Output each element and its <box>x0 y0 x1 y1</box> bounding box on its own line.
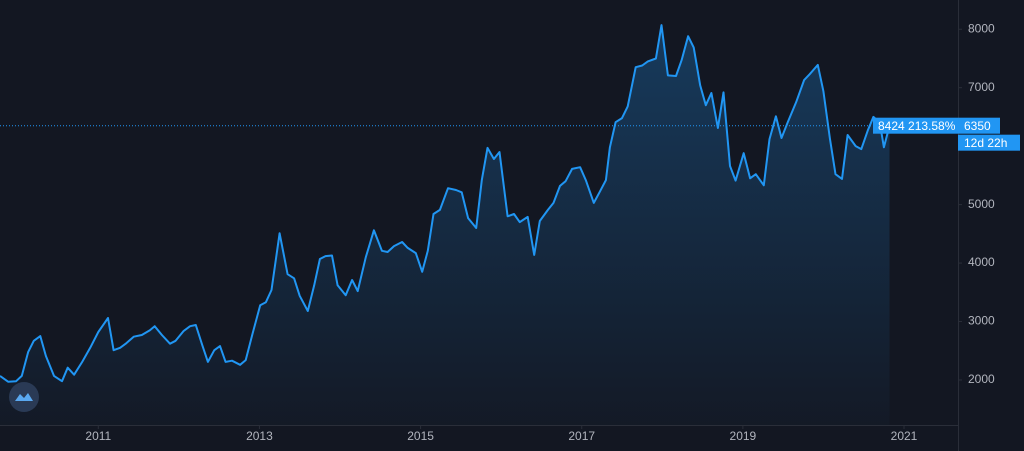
x-tick-label: 2013 <box>246 429 273 443</box>
x-tick-label: 2011 <box>85 429 111 443</box>
x-tick-label: 2021 <box>891 429 918 443</box>
logo-icon[interactable] <box>15 393 33 401</box>
price-label-box <box>958 117 1000 134</box>
x-tick-label: 2015 <box>407 429 434 443</box>
x-tick-label: 2017 <box>568 429 595 443</box>
y-tick-label: 8000 <box>968 21 995 35</box>
price-label: 6350 <box>964 119 991 133</box>
area-fill <box>0 25 890 425</box>
y-tick-label: 3000 <box>968 314 995 328</box>
y-tick-label: 7000 <box>968 80 995 94</box>
y-tick-label: 5000 <box>968 197 995 211</box>
annotation: 12d 22h <box>964 136 1007 150</box>
countdown-box <box>958 134 1020 151</box>
x-tick-label: 2019 <box>730 429 757 443</box>
annotation: 8424 213.58% <box>878 119 956 133</box>
line <box>0 24 891 383</box>
y-tick-label: 2000 <box>968 372 995 386</box>
y-tick-label: 4000 <box>968 255 995 269</box>
logo[interactable] <box>9 382 39 412</box>
logo-circle[interactable] <box>9 382 39 412</box>
label-box <box>873 117 958 134</box>
